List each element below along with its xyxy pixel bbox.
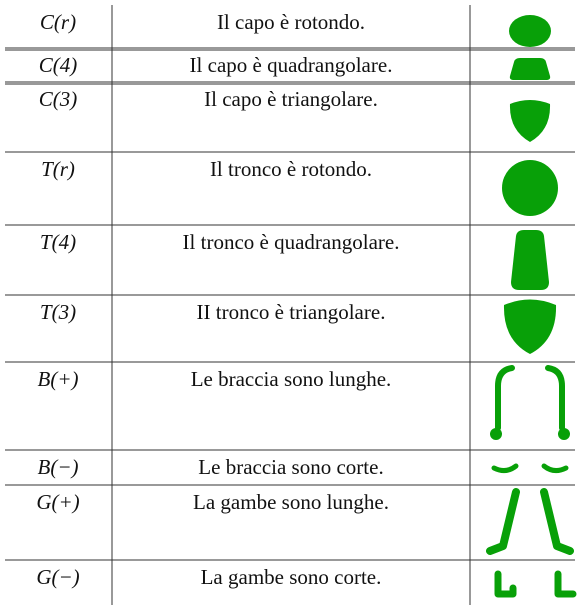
row-description: Il capo è triangolare. — [204, 87, 378, 111]
row-description: Il capo è rotondo. — [217, 10, 365, 34]
shape-leg-short — [494, 570, 517, 598]
shape-hand — [558, 428, 570, 440]
shape-trunk-triangle — [503, 299, 557, 354]
row-description: La gambe sono lunghe. — [193, 490, 389, 514]
row-description: Le braccia sono lunghe. — [191, 367, 392, 391]
table-grid — [5, 5, 575, 605]
row-description: Il tronco è rotondo. — [210, 157, 372, 181]
shape-leg-short — [554, 570, 577, 598]
row-description: La gambe sono corte. — [201, 565, 382, 589]
shape-head-square — [509, 58, 551, 80]
row-symbol: G(−) — [36, 565, 79, 589]
row-description: Le braccia sono corte. — [198, 455, 383, 479]
row-description: Il capo è quadrangolare. — [190, 53, 393, 77]
shape-arm-long — [495, 365, 515, 431]
row-description: II tronco è triangolare. — [197, 300, 386, 324]
row-symbol: G(+) — [36, 490, 79, 514]
row-symbol: T(4) — [40, 230, 76, 254]
row-symbol: B(+) — [38, 367, 79, 391]
shape-hand — [490, 428, 502, 440]
row-symbol: T(3) — [40, 300, 76, 324]
shape-arm-short — [491, 463, 519, 474]
row-shapes — [486, 15, 577, 598]
shape-arm-long — [545, 365, 565, 431]
shape-trunk-square — [511, 230, 549, 290]
shape-arm-short — [541, 463, 569, 474]
shape-trunk-round — [502, 160, 558, 216]
row-symbol: C(4) — [39, 53, 78, 77]
shape-leg-long — [486, 488, 520, 555]
shape-leg-long — [540, 488, 574, 555]
row-symbol: T(r) — [41, 157, 75, 181]
row-description: Il tronco è quadrangolare. — [183, 230, 400, 254]
row-symbol: C(r) — [40, 10, 76, 34]
shape-head-triangle — [509, 100, 551, 142]
row-symbol: B(−) — [38, 455, 79, 479]
shape-head-round — [509, 15, 551, 47]
row-symbol: C(3) — [39, 87, 78, 111]
